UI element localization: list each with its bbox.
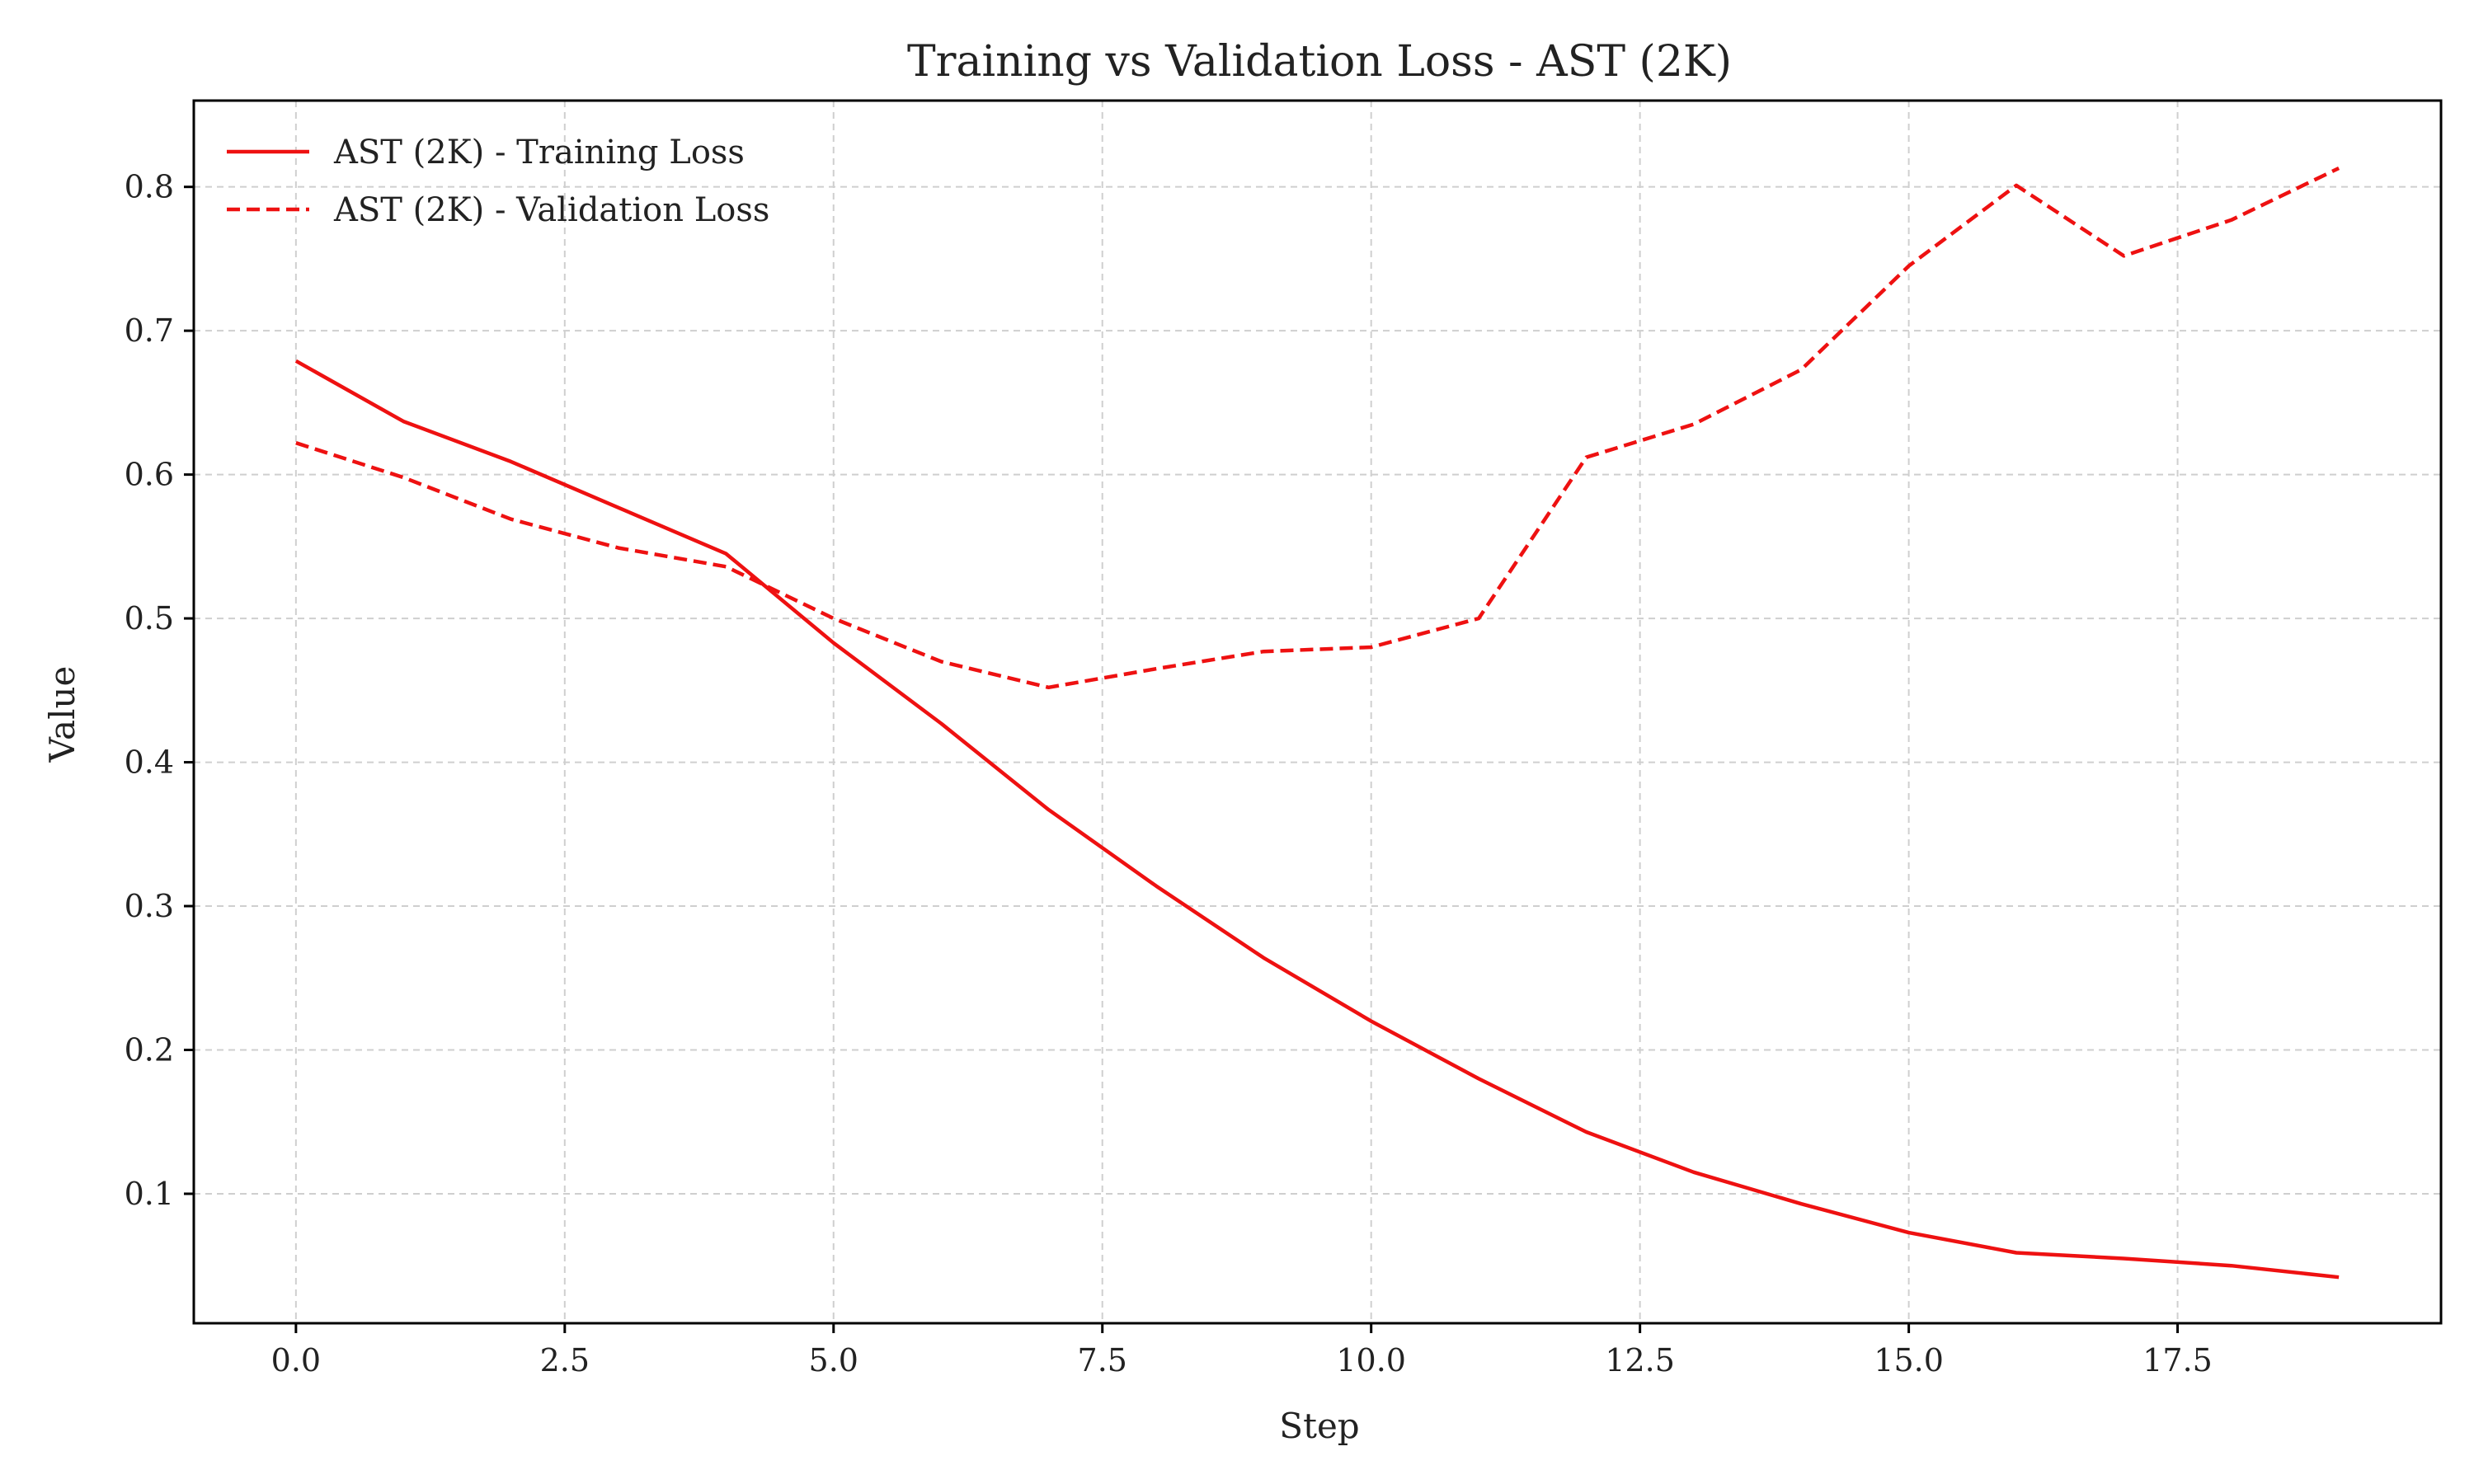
y-tick-label: 0.7	[125, 312, 174, 349]
y-tick-label: 0.5	[125, 600, 174, 636]
x-axis-ticks: 0.0 2.5 5.0 7.5 10.0 12.5 15.0 17.5	[271, 1323, 2213, 1378]
x-tick-label: 17.5	[2142, 1342, 2213, 1378]
legend-entry-label: AST (2K) - Validation Loss	[333, 191, 769, 229]
y-tick-label: 0.1	[125, 1176, 174, 1212]
x-tick-label: 15.0	[1874, 1342, 1944, 1378]
x-tick-label: 10.0	[1336, 1342, 1406, 1378]
plot-frame	[192, 99, 2443, 1325]
y-axis-label: Value	[42, 666, 82, 763]
grid	[194, 101, 2441, 1323]
x-tick-label: 7.5	[1078, 1342, 1127, 1378]
y-tick-label: 0.3	[125, 888, 174, 924]
training-loss-line	[294, 359, 2340, 1280]
series-lines	[294, 166, 2340, 1280]
y-axis-ticks: 0.1 0.2 0.3 0.4 0.5 0.6 0.7 0.8	[125, 169, 194, 1212]
y-tick-label: 0.6	[125, 457, 174, 493]
validation-loss-line	[295, 166, 2340, 690]
y-tick-label: 0.8	[125, 169, 174, 205]
x-tick-label: 5.0	[809, 1342, 858, 1378]
x-tick-label: 2.5	[540, 1342, 590, 1378]
y-tick-label: 0.4	[125, 744, 174, 781]
y-tick-label: 0.2	[125, 1032, 174, 1068]
legend-entry-label: AST (2K) - Training Loss	[333, 134, 745, 171]
x-tick-label: 0.0	[271, 1342, 321, 1378]
legend: AST (2K) - Training Loss AST (2K) - Valid…	[227, 134, 769, 229]
x-axis-label: Step	[1279, 1406, 1359, 1446]
x-tick-label: 12.5	[1605, 1342, 1675, 1378]
chart-title: Training vs Validation Loss - AST (2K)	[907, 37, 1732, 87]
